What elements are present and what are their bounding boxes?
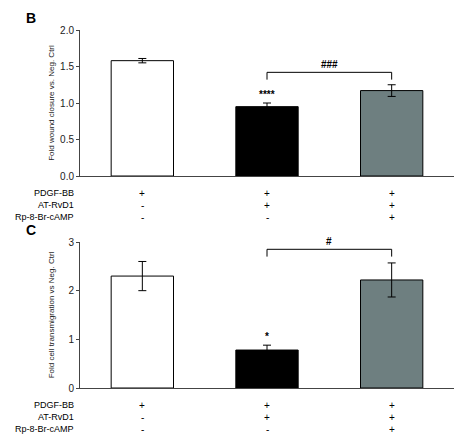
svg-text:3: 3 — [68, 237, 74, 248]
svg-text:0: 0 — [68, 383, 74, 394]
svg-text:+: + — [389, 200, 395, 211]
svg-text:-: - — [266, 212, 269, 223]
svg-text:-: - — [141, 412, 144, 423]
svg-text:+: + — [389, 212, 395, 223]
svg-text:0.0: 0.0 — [60, 171, 74, 182]
svg-text:+: + — [264, 188, 270, 199]
svg-text:1.0: 1.0 — [60, 98, 74, 109]
svg-text:PDGF-BB: PDGF-BB — [34, 188, 74, 198]
svg-text:PDGF-BB: PDGF-BB — [34, 400, 74, 410]
svg-text:-: - — [141, 212, 144, 223]
svg-text:+: + — [389, 424, 395, 435]
svg-text:C: C — [26, 222, 36, 238]
svg-text:-: - — [266, 424, 269, 435]
svg-text:+: + — [389, 412, 395, 423]
svg-text:2: 2 — [68, 285, 74, 296]
svg-text:*: * — [265, 331, 269, 342]
svg-text:+: + — [264, 412, 270, 423]
svg-text:****: **** — [259, 89, 275, 100]
svg-text:+: + — [264, 400, 270, 411]
svg-text:2.0: 2.0 — [60, 25, 74, 36]
svg-text:+: + — [139, 400, 145, 411]
svg-text:###: ### — [321, 59, 338, 70]
svg-text:Rp-8-Br-cAMP: Rp-8-Br-cAMP — [15, 424, 74, 434]
svg-text:1: 1 — [68, 334, 74, 345]
svg-text:Rp-8-Br-cAMP: Rp-8-Br-cAMP — [15, 212, 74, 222]
svg-text:Fold cell transmigration vs Ne: Fold cell transmigration vs Neg. Ctrl — [47, 251, 56, 378]
svg-text:+: + — [264, 200, 270, 211]
svg-text:+: + — [139, 188, 145, 199]
svg-text:B: B — [26, 10, 36, 26]
svg-text:#: # — [326, 236, 332, 247]
svg-text:Fold wound closure vs. Neg. Ct: Fold wound closure vs. Neg. Ctrl — [47, 45, 56, 161]
svg-text:+: + — [389, 400, 395, 411]
svg-text:AT-RvD1: AT-RvD1 — [38, 200, 74, 210]
svg-text:1.5: 1.5 — [60, 61, 74, 72]
svg-text:-: - — [141, 200, 144, 211]
svg-text:0.5: 0.5 — [60, 134, 74, 145]
svg-text:+: + — [389, 188, 395, 199]
svg-text:AT-RvD1: AT-RvD1 — [38, 412, 74, 422]
svg-text:-: - — [141, 424, 144, 435]
